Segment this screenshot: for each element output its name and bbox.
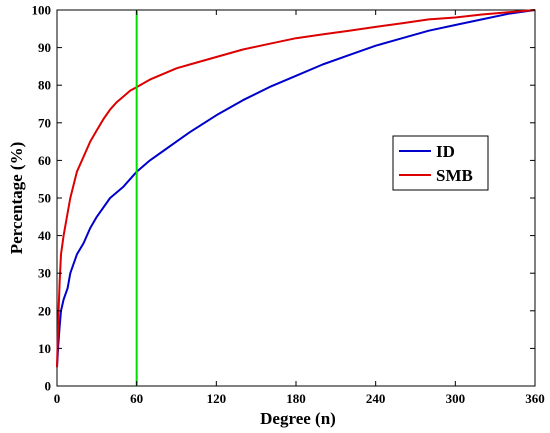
series-line-smb xyxy=(56,9,536,368)
x-tick-label: 120 xyxy=(207,391,227,406)
y-axis-title: Percentage (%) xyxy=(7,142,26,255)
y-tick-label: 20 xyxy=(38,303,51,318)
y-tick-label: 100 xyxy=(32,3,52,18)
y-tick-label: 70 xyxy=(38,115,51,130)
legend-label-id: ID xyxy=(436,142,455,161)
y-tick-label: 10 xyxy=(38,341,51,356)
x-tick-label: 180 xyxy=(286,391,306,406)
legend: ID SMB xyxy=(392,135,489,191)
legend-label-smb: SMB xyxy=(436,166,473,185)
y-tick-label: 30 xyxy=(38,266,51,281)
series-line-id xyxy=(56,9,536,368)
y-tick-label: 80 xyxy=(38,78,51,93)
y-tick-label: 0 xyxy=(45,379,52,394)
x-tick-label: 360 xyxy=(525,391,545,406)
axis-ticks: 0 60 120 180 240 300 360 0 10 20 30 40 50 60 70 80 90 100 xyxy=(32,3,545,407)
y-tick-label: 90 xyxy=(38,40,51,55)
plot-frame xyxy=(56,9,536,387)
x-axis-title: Degree (n) xyxy=(260,409,336,428)
y-tick-label: 60 xyxy=(38,153,51,168)
plot-area xyxy=(56,9,536,387)
y-tick-label: 40 xyxy=(38,228,51,243)
x-tick-label: 0 xyxy=(54,391,61,406)
x-tick-label: 240 xyxy=(366,391,386,406)
y-tick-label: 50 xyxy=(38,191,51,206)
x-tick-label: 60 xyxy=(130,391,143,406)
legend-box xyxy=(392,135,489,191)
x-tick-label: 300 xyxy=(446,391,466,406)
